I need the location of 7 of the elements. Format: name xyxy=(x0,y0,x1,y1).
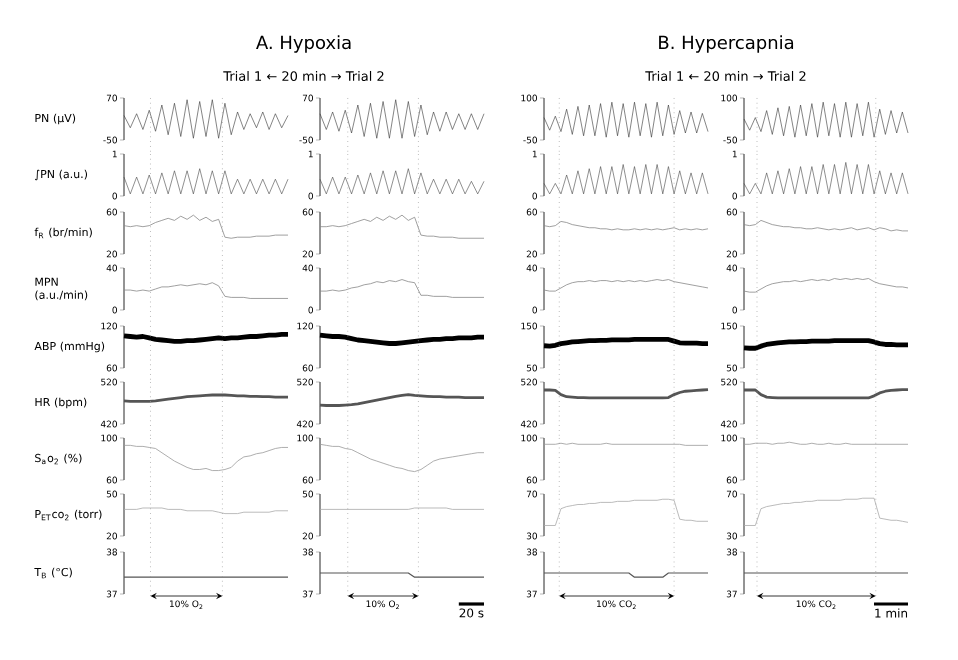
chart-title: B. Hypercapnia xyxy=(659,35,794,53)
line-series xyxy=(123,99,289,139)
line-series xyxy=(743,162,909,195)
line-series xyxy=(543,101,709,138)
line-series xyxy=(743,101,909,138)
line-series xyxy=(319,99,485,139)
chart-title: A. Hypoxia xyxy=(256,35,351,53)
